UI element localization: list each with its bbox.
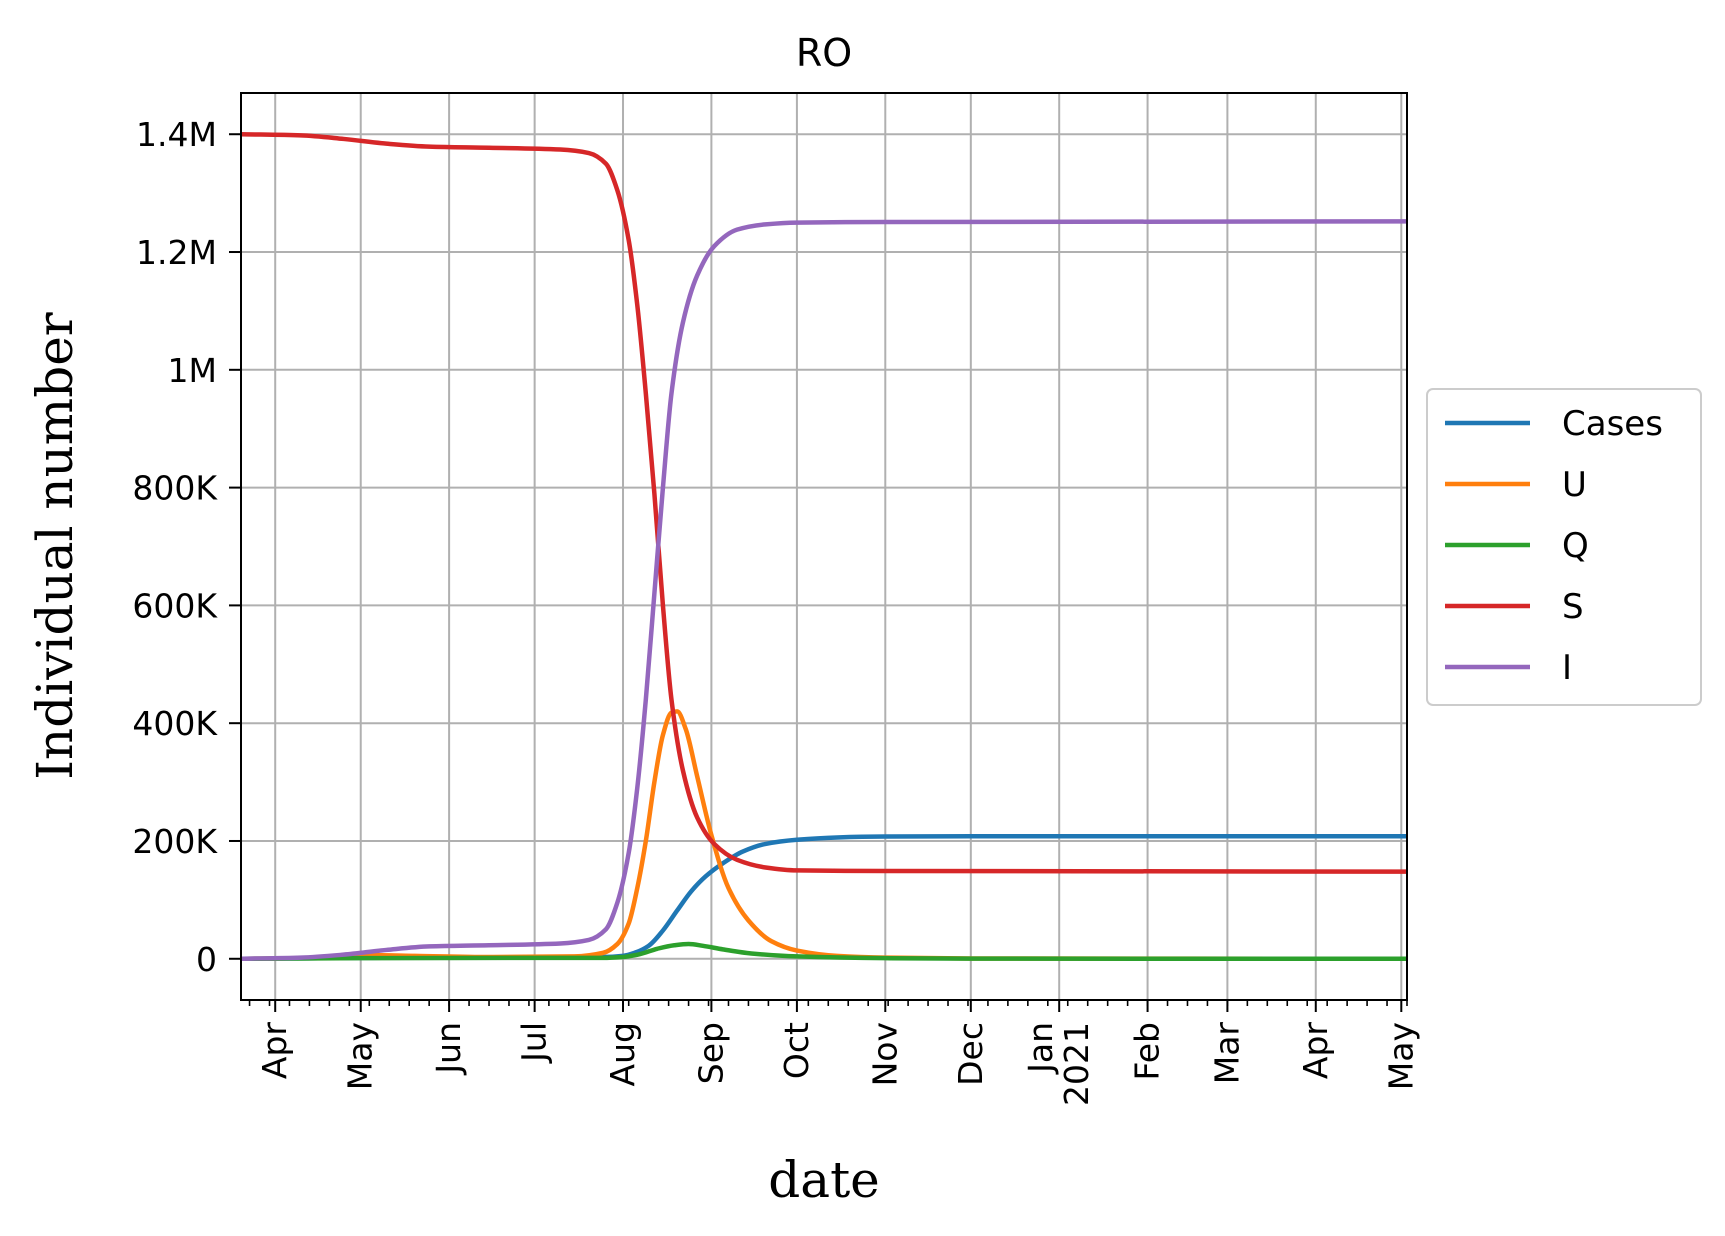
y-tick-label: 800K bbox=[132, 469, 218, 508]
svg-text:Feb: Feb bbox=[1128, 1022, 1167, 1080]
svg-text:Apr: Apr bbox=[255, 1022, 294, 1080]
x-tick-label: Aug bbox=[603, 1022, 642, 1086]
x-tick-label: Jan2021 bbox=[1021, 1022, 1096, 1106]
legend-label-u: U bbox=[1562, 465, 1587, 505]
x-tick-label: Apr bbox=[1296, 1022, 1335, 1080]
y-tick-label: 600K bbox=[132, 586, 218, 625]
y-axis-label: Individual number bbox=[26, 312, 84, 780]
svg-text:Aug: Aug bbox=[603, 1022, 642, 1086]
svg-text:Jun: Jun bbox=[429, 1022, 468, 1076]
series-line-i bbox=[241, 219, 1407, 962]
x-tick-label: Dec bbox=[951, 1022, 990, 1086]
svg-text:Oct: Oct bbox=[777, 1022, 816, 1079]
y-tick-label: 200K bbox=[132, 822, 218, 861]
svg-text:Sep: Sep bbox=[691, 1022, 730, 1084]
svg-text:Jul: Jul bbox=[515, 1022, 554, 1064]
x-tick-label: Mar bbox=[1207, 1022, 1246, 1085]
svg-text:Dec: Dec bbox=[951, 1022, 990, 1086]
svg-text:Nov: Nov bbox=[865, 1022, 904, 1086]
x-tick-label: Jul bbox=[515, 1022, 554, 1064]
series-line-q bbox=[241, 941, 1407, 962]
svg-text:Mar: Mar bbox=[1207, 1022, 1246, 1085]
y-tick-label: 0 bbox=[196, 940, 217, 979]
x-tick-label: Jun bbox=[429, 1022, 468, 1076]
y-tick-label: 1.4M bbox=[136, 115, 217, 154]
x-tick-labels: Apr May Jun Jul Aug Sep Oct Nov Dec Jan2021 Feb Mar… bbox=[255, 1022, 1420, 1106]
y-tick-label: 1M bbox=[168, 351, 217, 390]
x-tick-label: Sep bbox=[691, 1022, 730, 1084]
y-tick-label: 400K bbox=[132, 704, 218, 743]
legend-label-i: I bbox=[1562, 648, 1572, 688]
legend-label-s: S bbox=[1562, 587, 1584, 627]
x-tick-label: Feb bbox=[1128, 1022, 1167, 1080]
x-axis-label: date bbox=[768, 1151, 880, 1209]
x-tick-label: May bbox=[1381, 1022, 1420, 1090]
legend-label-cases: Cases bbox=[1562, 404, 1663, 444]
plot-frame bbox=[240, 92, 1408, 1001]
grid bbox=[241, 93, 1407, 1000]
chart-title: RO bbox=[796, 31, 852, 75]
axis-ticks bbox=[229, 133, 1408, 1012]
series-lines bbox=[241, 131, 1407, 962]
x-tick-label: Nov bbox=[865, 1022, 904, 1086]
x-tick-label: Apr bbox=[255, 1022, 294, 1080]
legend-box bbox=[1426, 388, 1702, 706]
svg-text:Apr: Apr bbox=[1296, 1022, 1335, 1080]
legend-label-q: Q bbox=[1562, 526, 1589, 566]
x-tick-label: Oct bbox=[777, 1022, 816, 1079]
svg-text:May: May bbox=[1381, 1022, 1420, 1090]
svg-text:Jan2021: Jan2021 bbox=[1021, 1022, 1096, 1106]
series-line-s bbox=[241, 131, 1407, 874]
y-tick-labels: 0 200K 400K 600K 800K 1M 1.2M 1.4M bbox=[132, 115, 218, 979]
x-tick-label: May bbox=[341, 1022, 380, 1090]
svg-text:May: May bbox=[341, 1022, 380, 1090]
y-tick-label: 1.2M bbox=[136, 233, 217, 272]
